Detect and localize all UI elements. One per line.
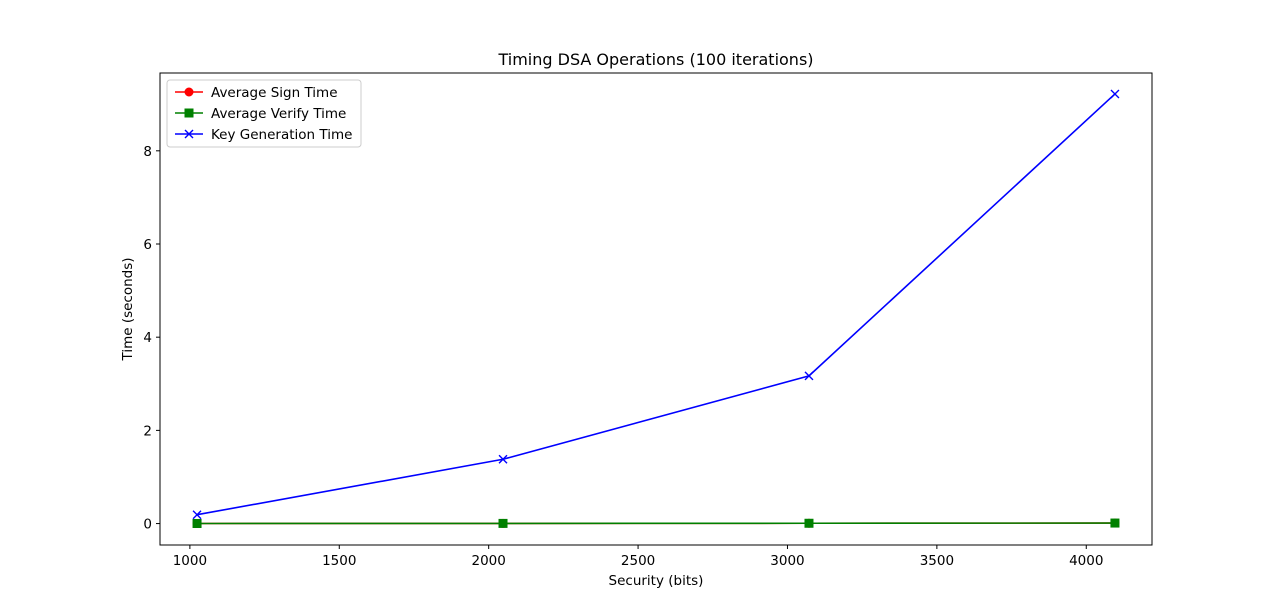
legend-label-1: Average Verify Time [211, 106, 346, 122]
series-2-point-3 [1111, 90, 1119, 98]
legend-label-0: Average Sign Time [211, 85, 338, 101]
legend: Average Sign Time Average Verify Time Key … [167, 80, 361, 147]
x-axis-label: Security (bits) [609, 573, 704, 589]
x-tick-label-1: 1500 [322, 553, 356, 569]
series-1-point-3 [1111, 519, 1119, 527]
series-1-point-2 [805, 519, 813, 527]
chart-title: Timing DSA Operations (100 iterations) [497, 50, 813, 69]
y-tick-label-2: 4 [143, 330, 152, 346]
x-tick-label-3: 2500 [621, 553, 655, 569]
x-tick-label-4: 3000 [770, 553, 804, 569]
y-axis-label: Time (seconds) [120, 257, 136, 361]
y-tick-label-4: 8 [143, 144, 152, 160]
x-tick-label-2: 2000 [471, 553, 505, 569]
series-line-2 [197, 94, 1115, 515]
x-tick-label-0: 1000 [173, 553, 207, 569]
x-tick-label-6: 4000 [1069, 553, 1103, 569]
legend-swatch-marker-1 [185, 109, 193, 117]
y-tick-label-1: 2 [143, 423, 152, 439]
y-tick-label-3: 6 [143, 237, 152, 253]
legend-label-2: Key Generation Time [211, 127, 352, 143]
legend-swatch-marker-0 [185, 88, 193, 96]
y-tick-label-0: 0 [143, 517, 152, 533]
series-1-point-0 [193, 519, 201, 527]
x-tick-label-5: 3500 [920, 553, 954, 569]
series-1-point-1 [499, 519, 507, 527]
